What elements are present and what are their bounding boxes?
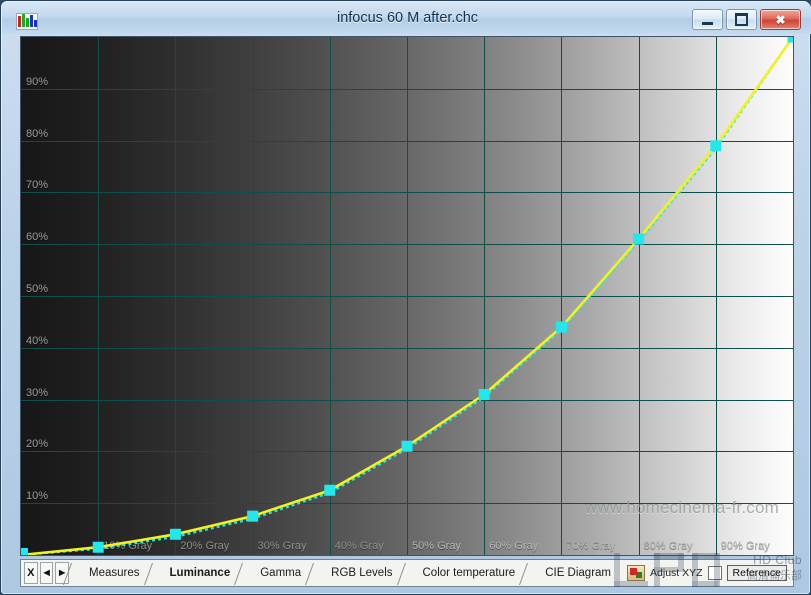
y-axis-tick-label: 90% [26, 75, 49, 88]
close-tab-button[interactable]: X [24, 562, 38, 584]
data-point-marker[interactable] [478, 388, 490, 400]
adjust-xyz-checkbox[interactable] [707, 566, 722, 580]
data-point-marker[interactable] [787, 37, 794, 43]
data-point-marker[interactable] [324, 484, 336, 496]
x-axis-tick-label: 40% Gray [334, 540, 384, 552]
window-controls: ✖ [692, 9, 801, 30]
data-point-marker[interactable] [247, 510, 259, 522]
x-axis-tick-label: 90% Gray [720, 540, 770, 552]
tab-cie-diagram[interactable]: CIE Diagram [531, 560, 627, 586]
gridline-vertical [175, 37, 177, 555]
gridline-vertical [638, 37, 640, 555]
x-axis-tick-label: 50% Gray [412, 540, 461, 552]
window-title: infocus 60 M after.chc [336, 10, 479, 26]
data-point-marker[interactable] [401, 440, 413, 452]
y-axis-tick-label: 60% [26, 231, 49, 244]
gridline-vertical [98, 37, 100, 555]
prev-tab-button[interactable]: ◄ [39, 562, 54, 584]
tab-bar-right-tools: Adjust XYZ Reference [627, 560, 793, 586]
close-button[interactable]: ✖ [760, 9, 801, 30]
tab-bar[interactable]: X ◄ ► Measures Luminance Gamma RGB Levels Co… [20, 559, 794, 587]
data-point-marker[interactable] [710, 140, 722, 152]
y-axis-tick-label: 50% [26, 283, 49, 295]
title-bar[interactable]: infocus 60 M after.chc ✖ [2, 2, 811, 34]
tab-list: Measures Luminance Gamma RGB Levels Color te… [75, 560, 627, 586]
y-axis-tick-label: 20% [26, 438, 49, 451]
tab-luminance[interactable]: Luminance [156, 560, 247, 586]
tab-gamma[interactable]: Gamma [246, 560, 317, 586]
data-point-markers [21, 37, 793, 555]
luminance-curves [21, 37, 793, 555]
x-axis-tick-label: 20% Gray [180, 540, 230, 552]
x-axis-tick-label: 70% Gray [566, 540, 616, 552]
y-axis-tick-label: 30% [26, 386, 49, 399]
data-point-marker[interactable] [92, 541, 104, 553]
y-axis-tick-label: 80% [26, 127, 49, 140]
measured-curve [21, 37, 793, 555]
data-point-marker[interactable] [555, 321, 567, 333]
y-axis-tick-label: 10% [26, 490, 49, 503]
reference-curve [21, 37, 793, 555]
gridline-vertical [407, 37, 408, 555]
color-swatch-icon[interactable] [627, 565, 646, 581]
gridline-vertical [329, 37, 331, 555]
hdclub-logo-text: HD Club [753, 553, 802, 567]
x-axis-tick-label: 30% Gray [257, 540, 307, 552]
gridline-vertical [484, 37, 486, 555]
luminance-chart[interactable]: 10% 20% 30% 40% 50% 60% 70% 80% 90% 10% Gray 20% … [20, 36, 794, 556]
tab-rgb-levels[interactable]: RGB Levels [317, 560, 408, 586]
x-axis-tick-label: 60% Gray [489, 540, 539, 552]
minimize-button[interactable] [692, 9, 723, 30]
hdclub-logo-subtext: 高清俑乐部 [747, 570, 802, 582]
gridline-vertical [252, 37, 254, 555]
adjust-xyz-label: Adjust XYZ [650, 567, 703, 579]
data-point-marker[interactable] [169, 528, 181, 540]
gridline-vertical [561, 37, 563, 555]
x-axis-tick-label: 10% Gray [103, 540, 153, 552]
reference-button[interactable]: Reference [726, 565, 787, 581]
gridline-vertical [715, 37, 717, 555]
y-axis-tick-label: 40% [26, 334, 49, 347]
site-watermark: www.homecinema-fr.com [584, 498, 779, 517]
maximize-button[interactable] [726, 9, 757, 30]
x-axis-tick-label: 80% Gray [643, 540, 693, 552]
data-point-marker[interactable] [633, 233, 645, 245]
y-axis-tick-label: 70% [26, 179, 49, 192]
bar-chart-icon [16, 13, 38, 30]
tab-measures[interactable]: Measures [75, 560, 156, 586]
data-point-marker[interactable] [21, 548, 28, 555]
tab-color-temperature[interactable]: Color temperature [409, 560, 532, 586]
